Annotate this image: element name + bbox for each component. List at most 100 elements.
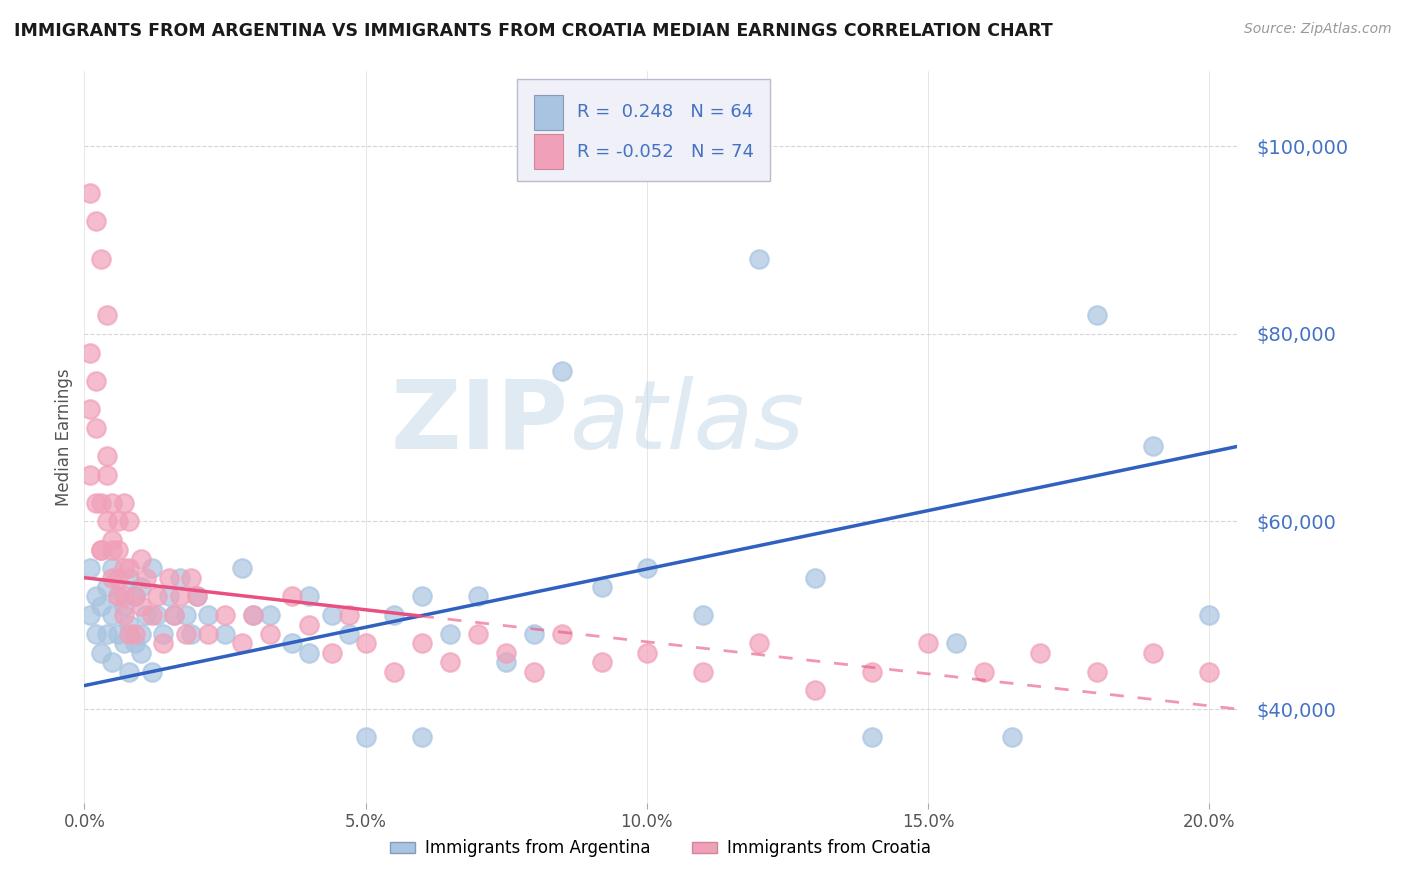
Point (79, 608, 101, 623)
Point (90, 252, 112, 266)
Point (79, 186, 101, 201)
Point (90, 542, 112, 557)
Point (259, 627, 281, 641)
Point (118, 627, 141, 641)
Point (197, 627, 219, 641)
Text: IMMIGRANTS FROM ARGENTINA VS IMMIGRANTS FROM CROATIA MEDIAN EARNINGS CORRELATION: IMMIGRANTS FROM ARGENTINA VS IMMIGRANTS … (14, 22, 1053, 40)
Point (135, 571, 157, 585)
Point (242, 608, 264, 623)
Point (411, 590, 433, 604)
Point (157, 571, 180, 585)
Text: atlas: atlas (568, 376, 804, 469)
Point (112, 496, 135, 510)
Point (124, 636, 146, 650)
Text: Source: ZipAtlas.com: Source: ZipAtlas.com (1244, 22, 1392, 37)
Bar (534, 95, 562, 130)
Point (231, 561, 253, 575)
Point (551, 627, 574, 641)
Point (298, 617, 321, 632)
Point (860, 665, 883, 679)
Point (141, 561, 163, 575)
Point (124, 590, 146, 604)
Point (354, 730, 377, 744)
Point (180, 627, 202, 641)
Point (107, 590, 129, 604)
Point (259, 608, 281, 623)
Point (298, 590, 321, 604)
Point (169, 571, 191, 585)
Point (118, 561, 141, 575)
Point (321, 646, 343, 660)
Point (411, 730, 433, 744)
Point (118, 571, 141, 585)
Point (1198, 608, 1220, 623)
Point (523, 665, 546, 679)
Point (917, 636, 939, 650)
Text: ZIP: ZIP (391, 376, 568, 469)
Point (107, 627, 129, 641)
Point (298, 646, 321, 660)
Point (804, 683, 827, 698)
Point (337, 627, 360, 641)
Point (163, 608, 186, 623)
Point (382, 665, 405, 679)
Point (90, 599, 112, 613)
Point (1029, 646, 1052, 660)
Point (186, 590, 208, 604)
Point (692, 665, 714, 679)
Point (281, 590, 304, 604)
Point (118, 515, 141, 529)
Point (1142, 646, 1164, 660)
Point (860, 730, 883, 744)
Point (467, 627, 489, 641)
Point (242, 608, 264, 623)
Point (163, 608, 186, 623)
Point (112, 599, 135, 613)
Point (1085, 665, 1108, 679)
Bar (534, 134, 562, 169)
Point (1198, 665, 1220, 679)
Point (84, 374, 107, 388)
Point (96, 308, 118, 322)
Point (129, 580, 152, 594)
Point (382, 608, 405, 623)
Point (591, 580, 613, 594)
Point (146, 590, 169, 604)
Point (129, 599, 152, 613)
Point (129, 627, 152, 641)
Point (636, 561, 658, 575)
Text: R =  0.248   N = 64: R = 0.248 N = 64 (576, 103, 752, 120)
Point (84, 627, 107, 641)
Point (1142, 440, 1164, 454)
Point (214, 627, 236, 641)
Point (135, 608, 157, 623)
Point (636, 646, 658, 660)
Point (152, 636, 174, 650)
Point (112, 636, 135, 650)
Point (354, 636, 377, 650)
Point (124, 627, 146, 641)
Point (107, 571, 129, 585)
Point (157, 590, 180, 604)
Point (84, 590, 107, 604)
Point (101, 496, 124, 510)
Point (79, 561, 101, 575)
Point (411, 636, 433, 650)
Point (174, 608, 197, 623)
Point (180, 571, 202, 585)
Point (96, 449, 118, 463)
Point (152, 627, 174, 641)
Point (337, 608, 360, 623)
Point (748, 252, 770, 266)
Point (439, 627, 461, 641)
Point (146, 608, 169, 623)
Point (748, 636, 770, 650)
Y-axis label: Median Earnings: Median Earnings (55, 368, 73, 506)
Point (90, 646, 112, 660)
Point (692, 608, 714, 623)
Point (79, 401, 101, 416)
Point (79, 345, 101, 359)
Point (945, 636, 967, 650)
Point (96, 580, 118, 594)
Point (281, 636, 304, 650)
